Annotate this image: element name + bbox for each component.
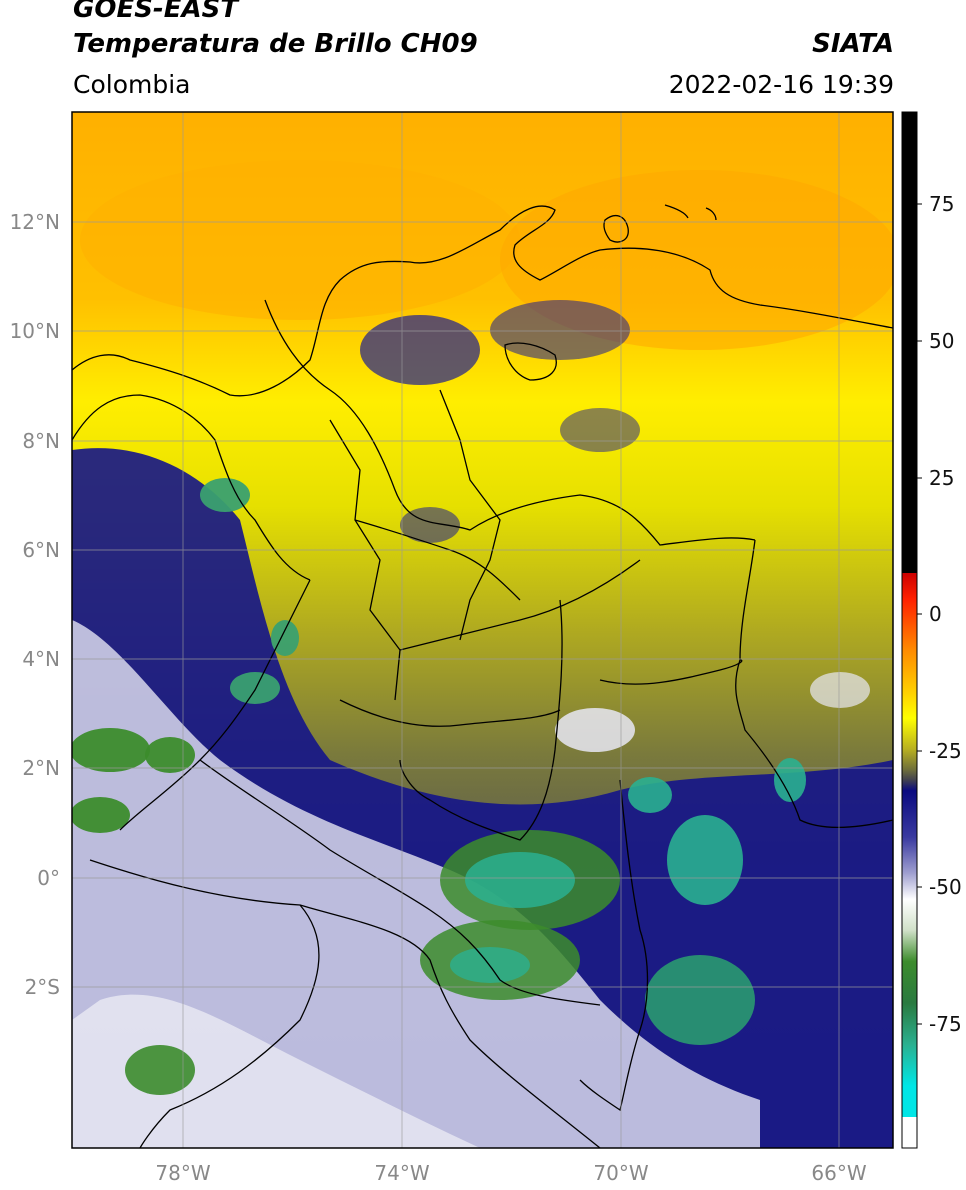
lon-label: 70°W: [593, 1161, 648, 1185]
lat-label: 2°S: [25, 975, 60, 999]
colorbar-tick: -50: [929, 875, 962, 899]
lat-label: 4°N: [22, 647, 60, 671]
lat-label: 6°N: [22, 538, 60, 562]
lon-label: 74°W: [374, 1161, 429, 1185]
graticule: [72, 112, 893, 1148]
lon-labels: 78°W 74°W 70°W 66°W: [155, 1161, 866, 1185]
title-product: Temperatura de Brillo CH09: [73, 29, 478, 59]
colorbar-tick: 0: [929, 602, 942, 626]
title-satellite: GOES-EAST: [73, 0, 239, 24]
timestamp-label: 2022-02-16 19:39: [668, 70, 894, 99]
colorbar-tick: -75: [929, 1012, 962, 1036]
lat-label: 2°N: [22, 756, 60, 780]
satellite-image: [72, 112, 893, 1148]
colorbar-tick: 50: [929, 329, 954, 353]
colorbar-tick: 75: [929, 192, 954, 216]
region-label: Colombia: [73, 70, 191, 99]
lat-label: 12°N: [10, 210, 60, 234]
lon-label: 66°W: [811, 1161, 866, 1185]
lat-label: 10°N: [10, 319, 60, 343]
colorbar-ramp: [901, 111, 918, 1149]
lat-label: 8°N: [22, 429, 60, 453]
lon-label: 78°W: [155, 1161, 210, 1185]
colorbar-tick: 25: [929, 466, 954, 490]
map-frame: [71, 111, 894, 1149]
brand-label: SIATA: [812, 29, 894, 59]
colorbar-tick: -25: [929, 739, 962, 763]
lat-label: 0°: [37, 866, 60, 890]
colorbar: 75 50 25 0 -25 -50 -75: [901, 111, 962, 1149]
lat-labels: 12°N 10°N 8°N 6°N 4°N 2°N 0° 2°S: [10, 210, 60, 999]
